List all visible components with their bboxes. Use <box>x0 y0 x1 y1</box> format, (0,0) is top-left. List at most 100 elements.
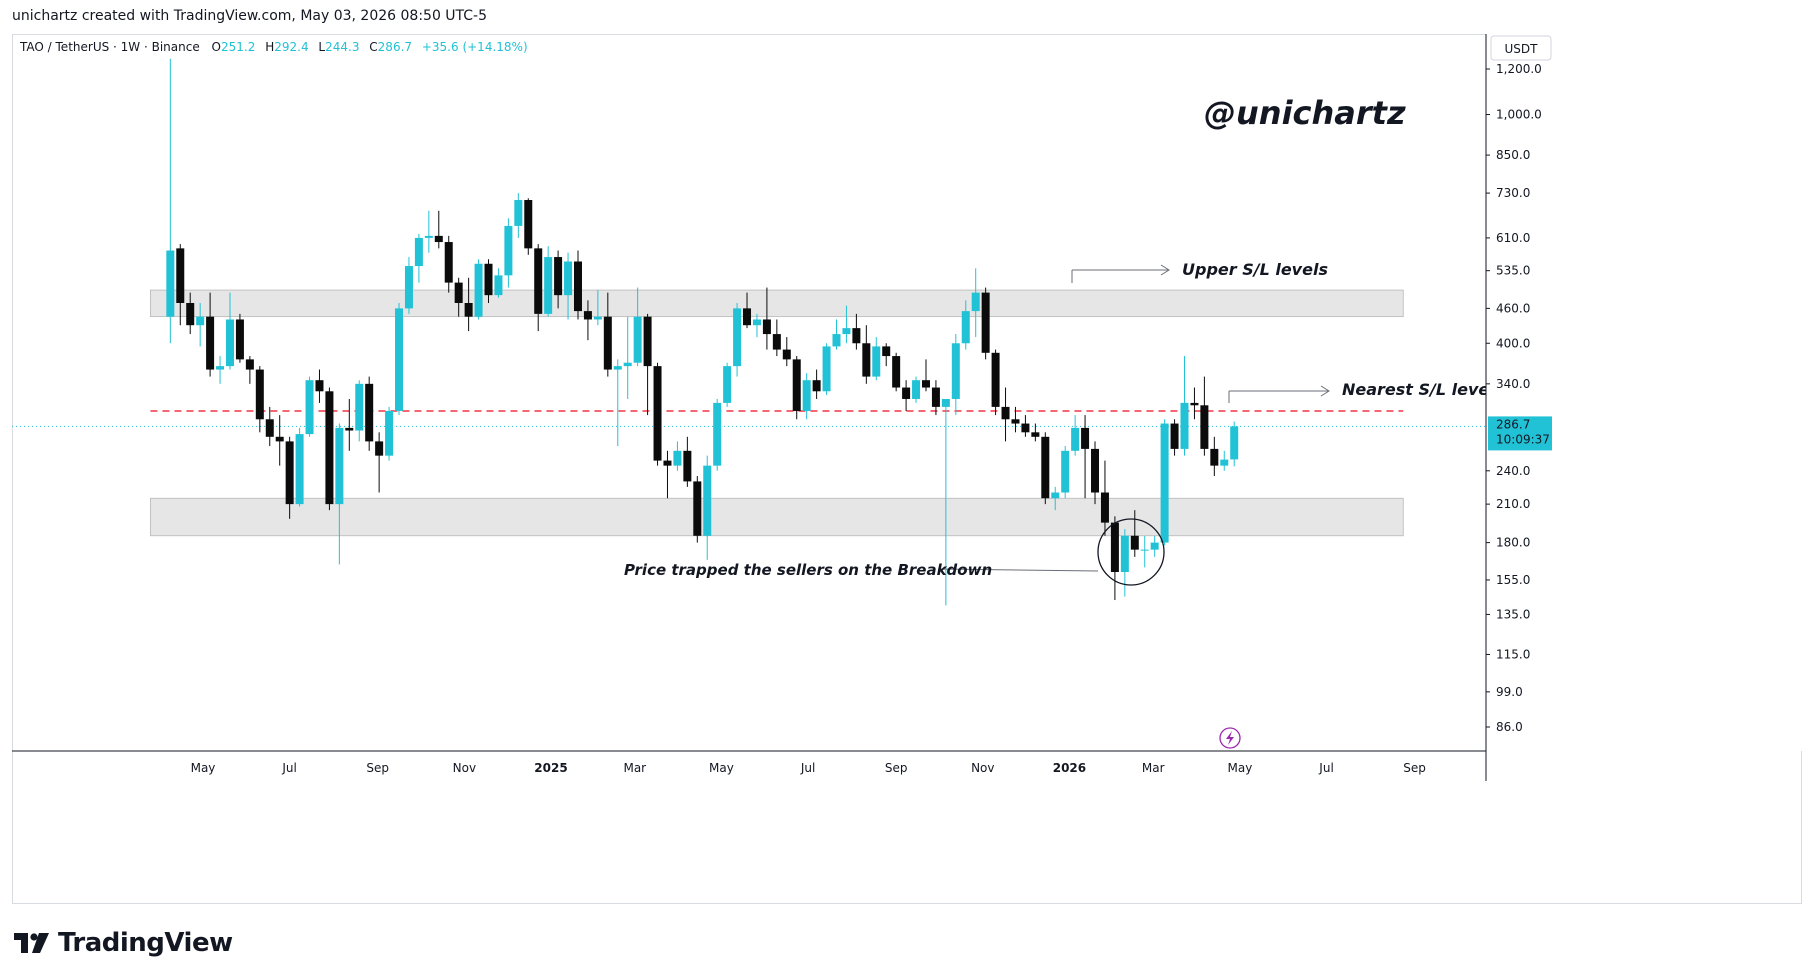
key-levels <box>12 410 1486 427</box>
time-tick-label: 2025 <box>534 761 567 775</box>
candle-body <box>723 366 732 403</box>
candle-body <box>921 380 930 388</box>
candle-body <box>862 343 871 377</box>
time-tick-label: Mar <box>1142 761 1165 775</box>
candle-body <box>404 266 413 309</box>
candle-body <box>981 292 990 353</box>
price-tick-label: 115.0 <box>1496 647 1530 661</box>
candle-body <box>1021 423 1030 433</box>
price-badge: 286.7 10:09:37 <box>1488 416 1552 451</box>
candle-body <box>752 319 761 326</box>
currency-label[interactable]: USDT <box>1490 35 1552 61</box>
candle-body <box>912 380 921 399</box>
candle-body <box>385 410 394 456</box>
candle-body <box>395 308 404 411</box>
candle-body <box>534 248 543 314</box>
candle-body <box>494 275 503 296</box>
legend-h-label: H <box>265 40 274 54</box>
candle-body <box>663 460 672 466</box>
candle-body <box>683 450 692 482</box>
candle-body <box>931 387 940 407</box>
candle-body <box>325 391 334 505</box>
candle-body <box>1120 535 1129 573</box>
price-tick-label: 1,000.0 <box>1496 108 1542 122</box>
trap-circle <box>1097 518 1165 586</box>
price-axis-bg <box>1486 34 1802 751</box>
candle-body <box>902 387 911 399</box>
candle-body <box>1160 423 1169 543</box>
candle-body <box>305 380 314 435</box>
candle-body <box>355 383 364 431</box>
candle-body <box>434 235 443 243</box>
price-badge-value: 286.7 <box>1496 417 1530 431</box>
candle-body <box>1041 436 1050 499</box>
candle-body <box>623 362 632 367</box>
candle-body <box>951 343 960 399</box>
candle-body <box>1170 423 1179 449</box>
chart-credit: unichartz created with TradingView.com, … <box>12 8 488 24</box>
price-tick-label: 86.0 <box>1496 720 1523 734</box>
sr-zone <box>150 497 1404 537</box>
time-tick-label: Jul <box>281 761 296 775</box>
candle-body <box>1200 405 1209 449</box>
price-tick-label: 400.0 <box>1496 336 1530 350</box>
flash-icon[interactable] <box>1219 727 1241 749</box>
legend-c-label: C <box>369 40 377 54</box>
candle-body <box>1180 402 1189 449</box>
tradingview-brand: TradingView <box>58 928 233 958</box>
time-axis[interactable]: May Jul Sep Nov 2025 Mar May Jul Sep Nov 2026 Mar Ma… <box>191 761 1426 775</box>
candle-body <box>762 319 771 335</box>
candle-body <box>653 366 662 461</box>
trap-label: Price trapped the sellers on the Breakdo… <box>624 561 992 579</box>
candle-body <box>295 434 304 505</box>
candle-body <box>196 316 205 326</box>
candle-body <box>573 261 582 312</box>
candle-body <box>822 346 831 392</box>
time-tick-label: Jul <box>800 761 815 775</box>
candle-body <box>1130 535 1139 550</box>
candle-body <box>832 334 841 347</box>
candle-body <box>206 316 215 370</box>
time-tick-label: Sep <box>885 761 908 775</box>
time-tick-label: 2026 <box>1053 761 1086 775</box>
candle-body <box>176 248 185 304</box>
candle-body <box>1140 549 1149 551</box>
sr-zone <box>150 289 1404 318</box>
candle-body <box>225 319 234 367</box>
candle-body <box>554 257 563 296</box>
time-tick-label: Jul <box>1318 761 1333 775</box>
candle-body <box>1100 492 1109 523</box>
time-tick-label: May <box>709 761 734 775</box>
candle-body <box>265 419 274 437</box>
candle-body <box>782 349 791 360</box>
support-resistance-zones <box>150 289 1404 537</box>
candle-body <box>603 316 612 370</box>
candle-body <box>285 441 294 505</box>
price-tick-label: 535.0 <box>1496 264 1530 278</box>
candle-body <box>564 261 573 296</box>
price-tick-label: 240.0 <box>1496 464 1530 478</box>
svg-text:TAO / TetherUS · 1W · Binance: TAO / TetherUS · 1W · Binance O251.2 H29… <box>19 40 528 54</box>
candle-body <box>315 380 324 392</box>
price-tick-label: 460.0 <box>1496 301 1530 315</box>
candle-body <box>1081 427 1090 449</box>
candle-body <box>1110 522 1119 573</box>
price-chart[interactable]: Upper S/L levels Nearest S/L levels Pric… <box>12 34 1802 904</box>
tradingview-logo[interactable]: TradingView <box>14 928 233 958</box>
candle-body <box>484 263 493 296</box>
candle-body <box>892 356 901 388</box>
candle-body <box>743 308 752 326</box>
price-tick-label: 155.0 <box>1496 573 1530 587</box>
legend-open: 251.2 <box>221 40 255 54</box>
candle-body <box>504 225 513 276</box>
price-axis[interactable]: 1,200.0 1,000.0 850.0 730.0 610.0 535.0 460.0 4… <box>1486 62 1542 734</box>
candle-body <box>812 380 821 392</box>
price-tick-label: 180.0 <box>1496 536 1530 550</box>
candle-body <box>991 352 1000 407</box>
candle-body <box>583 311 592 320</box>
price-tick-label: 610.0 <box>1496 231 1530 245</box>
legend-high: 292.4 <box>274 40 308 54</box>
legend-o-label: O <box>212 40 221 54</box>
candle-body <box>186 303 195 326</box>
time-tick-label: Nov <box>453 761 476 775</box>
